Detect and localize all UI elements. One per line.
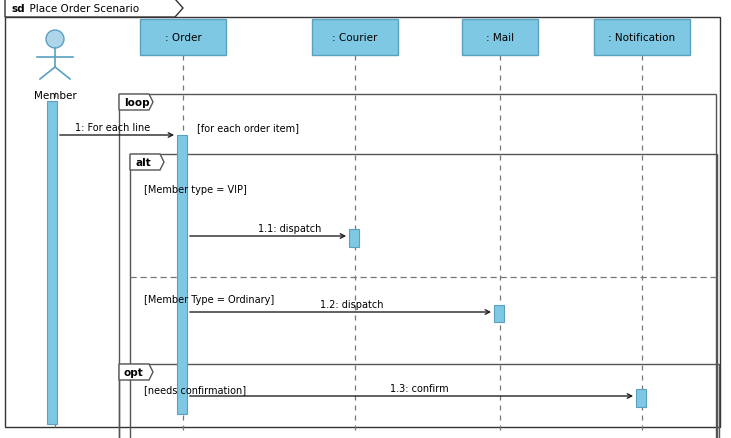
Bar [140, 20, 226, 56]
Bar [119, 364, 719, 438]
Text: : Courier: : Courier [333, 33, 378, 43]
Bar [636, 389, 646, 407]
Text: loop: loop [124, 98, 150, 108]
Bar [130, 155, 717, 438]
Text: 1.3: confirm: 1.3: confirm [390, 383, 449, 393]
Text: [needs confirmation]: [needs confirmation] [144, 384, 246, 394]
Bar [494, 305, 504, 322]
Bar [312, 20, 398, 56]
Text: 1: For each line: 1: For each line [75, 123, 151, 133]
Text: [for each order item]: [for each order item] [197, 123, 299, 133]
Bar [47, 102, 57, 424]
Polygon shape [119, 95, 153, 111]
Bar [119, 95, 716, 438]
Polygon shape [5, 0, 183, 18]
Text: Member: Member [34, 91, 76, 101]
Text: sd: sd [11, 4, 25, 14]
Text: alt: alt [135, 158, 151, 168]
Text: 1.2: dispatch: 1.2: dispatch [320, 299, 384, 309]
Text: Place Order Scenario: Place Order Scenario [23, 4, 139, 14]
Text: : Order: : Order [164, 33, 201, 43]
Bar [349, 230, 359, 247]
Text: opt: opt [124, 367, 144, 377]
Bar [177, 136, 187, 414]
Bar [462, 20, 538, 56]
Text: [Member type = VIP]: [Member type = VIP] [144, 184, 247, 194]
Text: : Notification: : Notification [608, 33, 675, 43]
Text: : Mail: : Mail [486, 33, 514, 43]
Text: 1.1: dispatch: 1.1: dispatch [258, 223, 322, 233]
Text: [Member Type = Ordinary]: [Member Type = Ordinary] [144, 294, 274, 304]
Polygon shape [119, 364, 153, 380]
Polygon shape [130, 155, 164, 171]
Bar [594, 20, 690, 56]
Circle shape [46, 31, 64, 49]
